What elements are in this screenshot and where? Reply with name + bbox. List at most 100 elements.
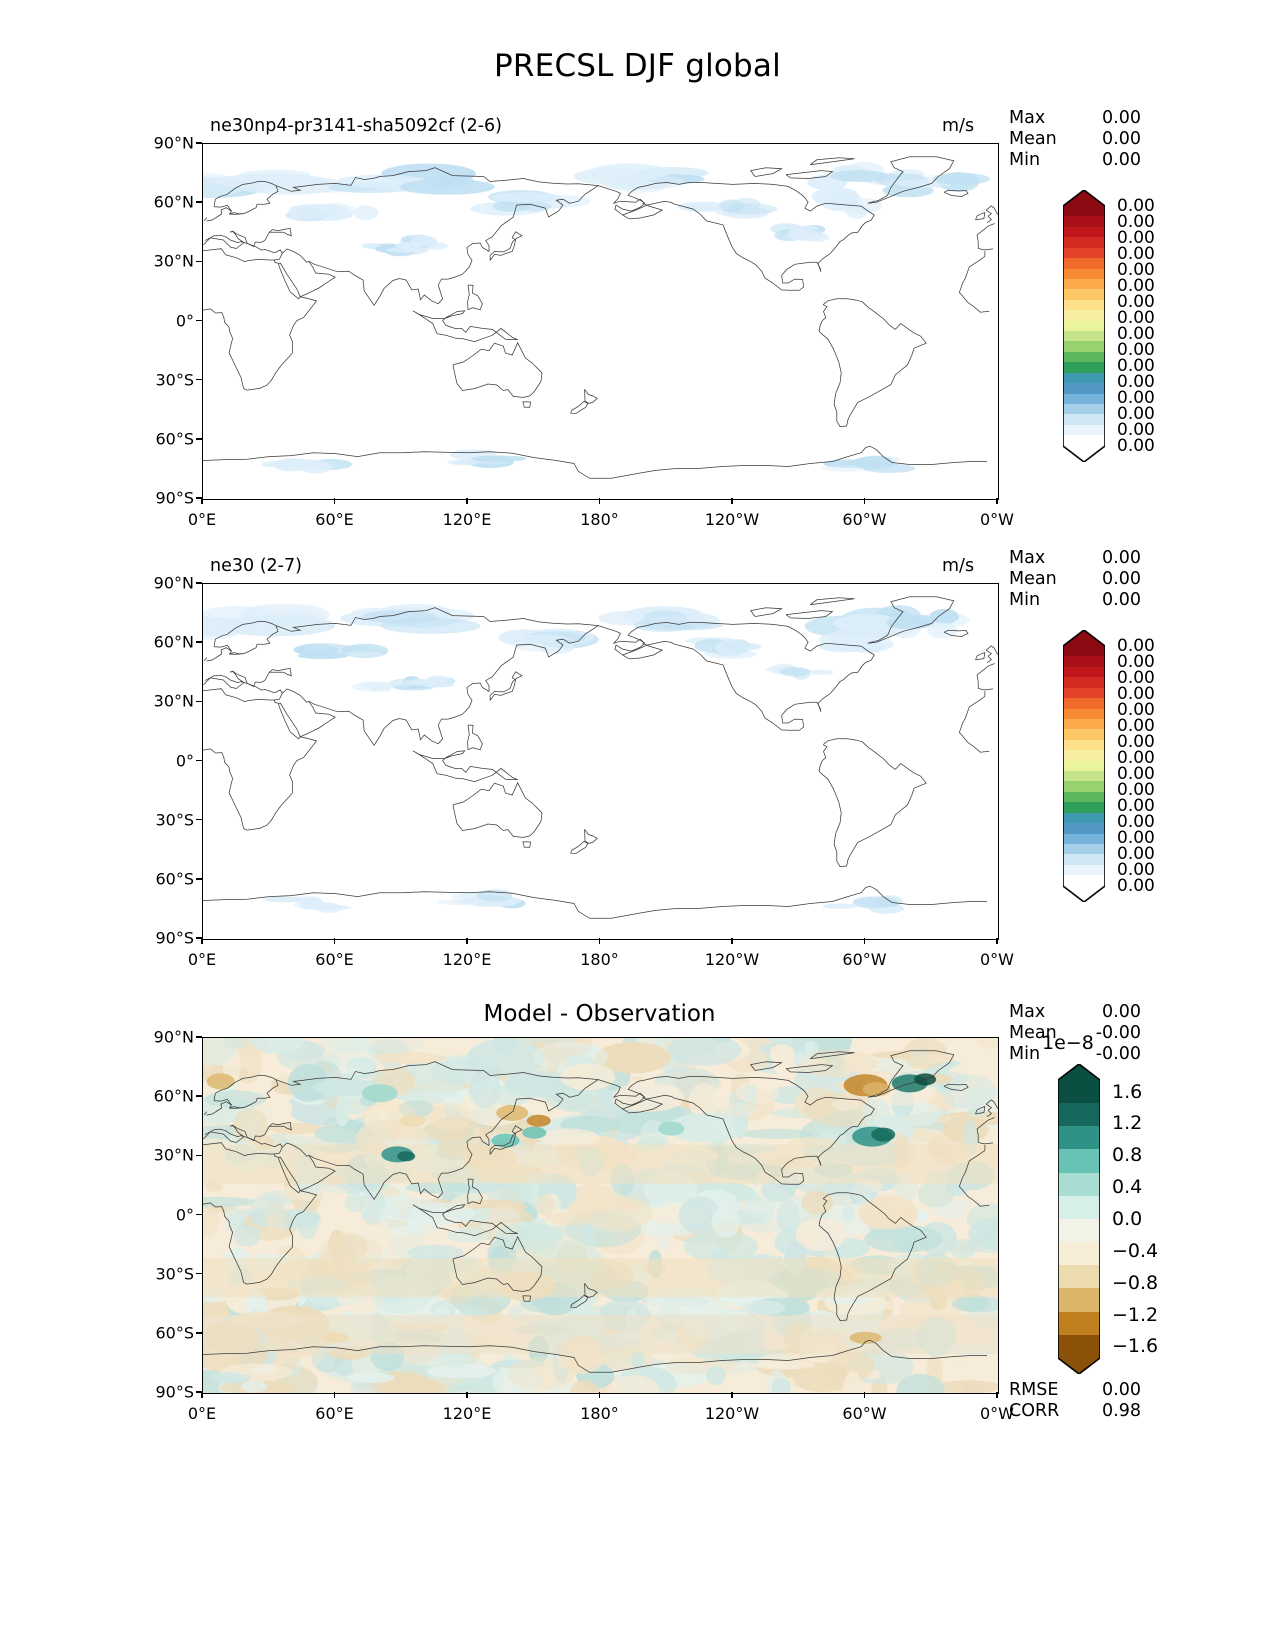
x-axis-tick-mark: [996, 498, 998, 504]
y-axis-tick-label: 60°S: [155, 429, 194, 449]
stats-label-mean: Mean: [1009, 569, 1057, 589]
y-axis-tick-mark: [196, 1332, 202, 1334]
colorbar-tick-label: 0.00: [1117, 292, 1155, 312]
x-axis-tick-mark: [201, 498, 203, 504]
stats-label-max: Max: [1009, 108, 1046, 128]
y-axis-tick-label: 60°S: [155, 869, 194, 889]
x-axis-tick-label: 0°W: [980, 950, 1014, 969]
x-axis-tick-mark: [466, 498, 468, 504]
stats-value-mean: 0.00: [1102, 569, 1141, 589]
scores-label-rmse: RMSE: [1009, 1380, 1059, 1400]
y-axis-tick-mark: [196, 759, 202, 762]
y-axis-tick-mark: [196, 1095, 202, 1097]
colorbar-tick-label: −1.2: [1112, 1303, 1159, 1326]
colorbar-tick-label: −0.8: [1112, 1271, 1159, 1294]
y-axis-tick-mark: [196, 1272, 202, 1275]
y-axis-tick-label: 0°: [175, 311, 194, 330]
y-axis-tick-label: 30°N: [153, 1145, 194, 1165]
map-canvas: [203, 584, 998, 939]
x-axis-tick-mark: [333, 498, 336, 504]
x-axis-tick-mark: [863, 938, 866, 944]
x-axis-tick-label: 120°E: [442, 510, 492, 529]
x-axis-tick-label: 60°W: [842, 950, 887, 969]
panel-title-difference: Model - Observation: [483, 1001, 716, 1027]
y-axis-tick-mark: [196, 201, 202, 203]
x-axis-tick-mark: [996, 938, 998, 944]
x-axis-tick-label: 180°: [580, 950, 619, 969]
x-axis-tick-mark: [731, 498, 733, 504]
colorbar-tick-label: 0.00: [1117, 812, 1155, 832]
stats-label-max: Max: [1009, 1002, 1046, 1022]
y-axis-tick-label: 30°S: [155, 1264, 194, 1284]
x-axis-tick-label: 0°E: [187, 510, 217, 529]
map-difference[interactable]: [202, 1037, 999, 1394]
y-axis-tick-label: 0°: [175, 751, 194, 770]
map-test[interactable]: [202, 143, 999, 500]
y-axis-tick-label: 60°N: [153, 1086, 194, 1106]
colorbar-tick-label: 0.00: [1117, 420, 1155, 440]
x-axis-tick-mark: [201, 938, 203, 944]
colorbar-tick-label: 0.00: [1117, 652, 1155, 672]
stats-label-mean: Mean: [1009, 1023, 1057, 1043]
x-axis-tick-label: 0°E: [187, 950, 217, 969]
colorbar-tick-label: 0.00: [1117, 732, 1155, 752]
panel-units-test: m/s: [942, 116, 975, 136]
y-axis-tick-mark: [196, 1213, 202, 1216]
stats-value-max: 0.00: [1102, 108, 1141, 128]
x-axis-tick-label: 120°W: [704, 950, 760, 969]
stats-row-mean: Mean -0.00: [1009, 1023, 1141, 1044]
x-axis-tick-mark: [201, 1392, 203, 1398]
colorbar-over-arrow: [1058, 1064, 1100, 1080]
stats-row-min: Min 0.00: [1009, 590, 1141, 611]
panel-title-test: ne30np4-pr3141-sha5092cf (2-6): [210, 116, 502, 136]
x-axis-tick-mark: [333, 938, 336, 944]
stats-value-min: 0.00: [1102, 150, 1141, 170]
map-canvas: [203, 144, 998, 499]
colorbar-tick-label: 0.00: [1117, 860, 1155, 880]
x-axis-tick-label: 60°E: [315, 1404, 354, 1423]
scores-value-rmse: 0.00: [1102, 1380, 1141, 1400]
y-axis-tick-label: 90°N: [153, 573, 194, 593]
colorbar-tick-label: 0.00: [1117, 276, 1155, 296]
y-axis-tick-label: 90°S: [155, 928, 194, 948]
y-axis-tick-label: 60°N: [153, 192, 194, 212]
colorbar-gradient: [1063, 206, 1105, 446]
figure-title: PRECSL DJF global: [494, 48, 781, 84]
stats-value-min: 0.00: [1102, 590, 1141, 610]
colorbar-tick-label: 0.00: [1117, 716, 1155, 736]
colorbar: [1063, 630, 1105, 902]
colorbar-tick-label: 0.00: [1117, 388, 1155, 408]
y-axis-tick-mark: [196, 438, 202, 440]
x-axis-tick-label: 120°E: [442, 950, 492, 969]
colorbar-tick-label: 0.00: [1117, 260, 1155, 280]
y-axis-tick-label: 60°N: [153, 632, 194, 652]
stats-label-min: Min: [1009, 150, 1041, 170]
colorbar-tick-label: 0.00: [1117, 196, 1155, 216]
x-axis-tick-label: 0°W: [980, 510, 1014, 529]
y-axis-tick-label: 60°S: [155, 1323, 194, 1343]
colorbar-tick-label: 0.00: [1117, 796, 1155, 816]
colorbar-under-arrow: [1063, 886, 1105, 902]
y-axis-tick-mark: [196, 878, 202, 880]
coastlines: [203, 1050, 998, 1373]
y-axis-tick-mark: [196, 582, 202, 584]
x-axis-tick-mark: [863, 498, 866, 504]
x-axis-tick-mark: [466, 938, 468, 944]
colorbar-tick-label: 1.2: [1112, 1112, 1143, 1135]
colorbar-offset-text: 1e−8: [1042, 1032, 1094, 1054]
colorbar-tick-label: 0.00: [1117, 308, 1155, 328]
colorbar-tick-label: 0.0: [1112, 1208, 1143, 1230]
stats-value-mean: -0.00: [1095, 1023, 1141, 1043]
colorbar-tick-label: 0.00: [1117, 372, 1155, 392]
x-axis-tick-label: 120°E: [442, 1404, 492, 1423]
colorbar-gradient: [1058, 1080, 1100, 1358]
colorbar-tick-label: 0.00: [1117, 764, 1155, 784]
y-axis-tick-label: 90°S: [155, 488, 194, 508]
x-axis-tick-mark: [333, 1392, 336, 1398]
stats-row-min: Min -0.00: [1009, 1044, 1141, 1065]
x-axis-tick-mark: [598, 498, 601, 504]
colorbar-tick-label: 0.00: [1117, 748, 1155, 768]
map-reference[interactable]: [202, 583, 999, 940]
scores-block: RMSE 0.00 CORR 0.98: [1009, 1380, 1141, 1422]
stats-label-mean: Mean: [1009, 129, 1057, 149]
